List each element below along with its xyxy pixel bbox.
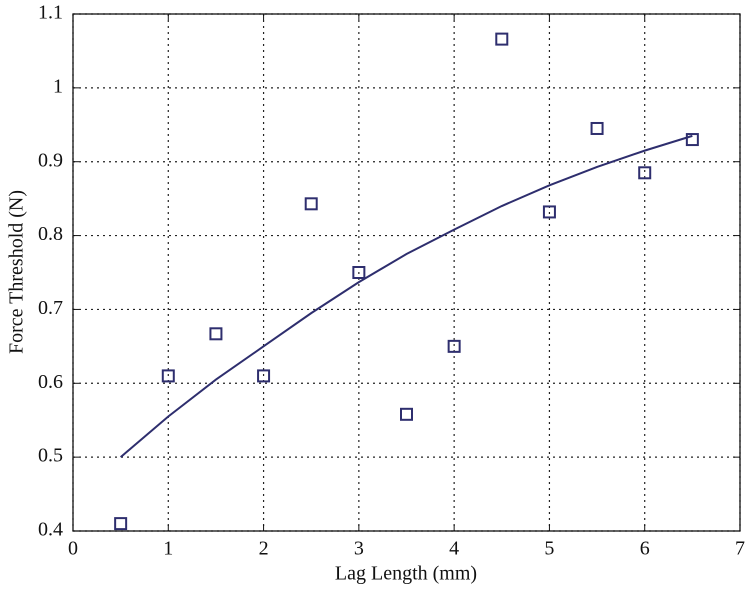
data-point xyxy=(447,339,461,353)
data-point xyxy=(209,327,223,341)
data-point xyxy=(590,121,604,135)
y-tick-label: 1.1 xyxy=(38,2,63,24)
x-tick-label: 6 xyxy=(640,538,650,560)
y-tick-label: 0.4 xyxy=(38,519,63,541)
x-tick-label: 5 xyxy=(544,538,554,560)
x-tick-label: 1 xyxy=(163,538,173,560)
data-point xyxy=(685,133,699,147)
data-point xyxy=(161,369,175,383)
y-tick-label: 0.9 xyxy=(38,149,63,171)
x-axis-label: Lag Length (mm) xyxy=(335,563,477,585)
y-tick-label: 1 xyxy=(53,75,63,97)
data-point xyxy=(352,266,366,279)
fit-line xyxy=(119,134,693,458)
data-point xyxy=(400,407,413,421)
x-tick-label: 4 xyxy=(449,538,459,560)
data-point xyxy=(638,166,652,180)
x-tick-label: 3 xyxy=(354,538,364,560)
y-tick-label: 0.7 xyxy=(38,297,63,319)
y-tick-label: 0.6 xyxy=(38,371,63,393)
y-tick-label: 0.5 xyxy=(38,445,63,467)
data-point xyxy=(304,197,318,211)
plot-frame xyxy=(72,13,741,532)
x-tick-label: 7 xyxy=(735,538,745,560)
y-tick-label: 0.8 xyxy=(38,223,63,245)
y-axis-label: Force Threshold (N) xyxy=(6,190,28,354)
data-point xyxy=(114,517,128,531)
x-tick-label: 2 xyxy=(259,538,269,560)
data-point xyxy=(495,32,509,46)
data-point xyxy=(542,205,556,219)
data-point xyxy=(257,369,271,383)
x-tick-label: 0 xyxy=(68,538,78,560)
